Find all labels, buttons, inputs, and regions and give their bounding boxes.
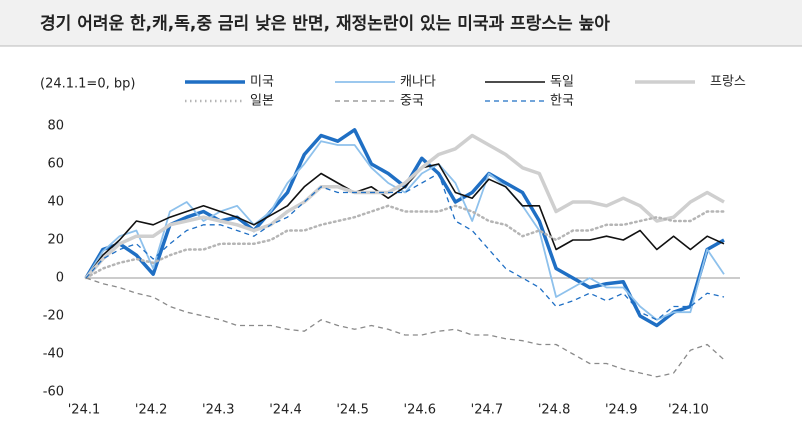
- y-tick-label: 60: [47, 157, 64, 172]
- note: (24.1.1=0, bp): [40, 77, 135, 92]
- legend-label: 중국: [400, 94, 424, 109]
- series-line: [84, 133, 725, 280]
- y-tick-label: -60: [43, 385, 64, 400]
- y-tick-label: 80: [47, 119, 64, 134]
- y-tick-label: 20: [47, 233, 64, 248]
- legend-label: 캐나다: [400, 75, 436, 90]
- x-tick-label: '24.9: [605, 403, 638, 418]
- series-line: [85, 277, 725, 378]
- x-tick-label: '24.7: [471, 403, 504, 418]
- series-line: [85, 140, 725, 321]
- x-tick-label: '24.3: [202, 403, 235, 418]
- x-tick-label: '24.1: [68, 403, 101, 418]
- x-tick-label: '24.5: [336, 403, 369, 418]
- series-line: [84, 128, 725, 328]
- y-tick-label: -20: [43, 309, 64, 324]
- x-tick-label: '24.4: [269, 403, 302, 418]
- chart-title: 경기 어려운 한,캐,독,중 금리 낮은 반면, 재정논란이 있는 미국과 프랑…: [40, 14, 610, 34]
- legend-label: 일본: [250, 94, 274, 109]
- y-tick-label: 40: [47, 195, 64, 210]
- series-line: [84, 204, 726, 280]
- legend-label: 독일: [550, 75, 574, 90]
- series-line: [85, 172, 725, 321]
- x-tick-label: '24.6: [404, 403, 437, 418]
- y-tick-label: -40: [43, 347, 64, 362]
- x-tick-label: '24.10: [668, 403, 709, 418]
- series-line: [85, 163, 725, 279]
- legend-label: 미국: [250, 75, 274, 90]
- x-tick-label: '24.2: [135, 403, 168, 418]
- legend-label: 한국: [550, 94, 574, 109]
- y-tick-label: 0: [56, 271, 64, 286]
- title-band: [0, 0, 802, 46]
- x-tick-label: '24.8: [538, 403, 571, 418]
- legend-label: 프랑스: [710, 75, 746, 90]
